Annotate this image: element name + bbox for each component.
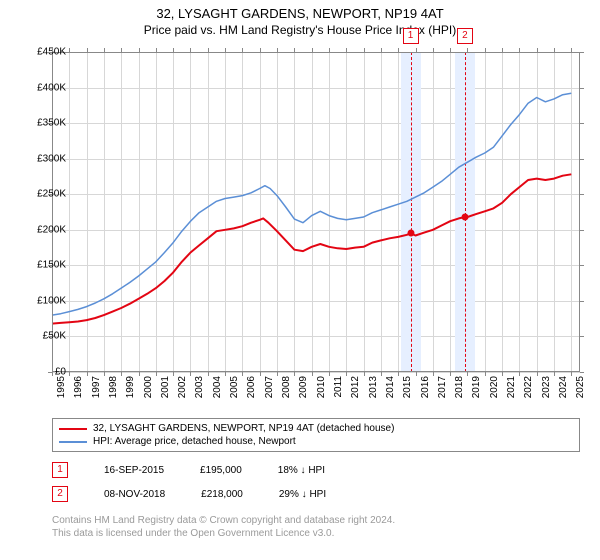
sale-marker-dot: [461, 213, 468, 220]
series-line: [52, 93, 571, 315]
x-axis-label: 2019: [471, 376, 482, 398]
x-axis-label: 2018: [454, 376, 465, 398]
x-axis-label: 2006: [246, 376, 257, 398]
x-axis-label: 2005: [229, 376, 240, 398]
x-axis-label: 2007: [264, 376, 275, 398]
x-axis-label: 2024: [558, 376, 569, 398]
events-table: 1 16-SEP-2015 £195,000 18% ↓ HPI 2 08-NOV-201…: [52, 462, 326, 510]
chart-title-block: 32, LYSAGHT GARDENS, NEWPORT, NP19 4AT P…: [0, 0, 600, 37]
event-price: £218,000: [201, 489, 243, 500]
legend-item: HPI: Average price, detached house, Newp…: [59, 435, 573, 448]
footer-line-2: This data is licensed under the Open Gov…: [52, 527, 395, 540]
x-axis-label: 2002: [177, 376, 188, 398]
x-axis-label: 2011: [333, 376, 344, 398]
x-axis-label: 2014: [385, 376, 396, 398]
x-axis-label: 2022: [523, 376, 534, 398]
event-number: 1: [52, 462, 68, 478]
x-axis-label: 2009: [298, 376, 309, 398]
x-axis-label: 2008: [281, 376, 292, 398]
x-axis-label: 2020: [489, 376, 500, 398]
event-row: 2 08-NOV-2018 £218,000 29% ↓ HPI: [52, 486, 326, 502]
event-delta: 18% ↓ HPI: [278, 465, 325, 476]
x-axis-label: 1997: [91, 376, 102, 398]
x-axis-label: 1999: [125, 376, 136, 398]
x-axis-label: 1998: [108, 376, 119, 398]
footer-line-1: Contains HM Land Registry data © Crown c…: [52, 514, 395, 527]
legend-swatch: [59, 441, 87, 443]
event-price: £195,000: [200, 465, 242, 476]
x-axis-label: 2017: [437, 376, 448, 398]
x-axis-label: 2000: [143, 376, 154, 398]
x-axis-label: 2012: [350, 376, 361, 398]
legend-swatch: [59, 428, 87, 430]
x-axis-label: 2001: [160, 376, 171, 398]
chart-plot-area: 12: [52, 52, 580, 372]
event-number-badge: 2: [457, 28, 473, 44]
x-axis-label: 2015: [402, 376, 413, 398]
y-axis-label: £50K: [43, 331, 66, 342]
event-row: 1 16-SEP-2015 £195,000 18% ↓ HPI: [52, 462, 326, 478]
event-delta: 29% ↓ HPI: [279, 489, 326, 500]
x-axis-label: 2013: [368, 376, 379, 398]
line-series: [52, 52, 580, 372]
x-axis-label: 2021: [506, 376, 517, 398]
legend-label: HPI: Average price, detached house, Newp…: [93, 436, 296, 447]
x-axis-label: 2025: [575, 376, 586, 398]
x-axis-label: 2010: [316, 376, 327, 398]
attribution-footer: Contains HM Land Registry data © Crown c…: [52, 514, 395, 540]
event-number: 2: [52, 486, 68, 502]
event-number-badge: 1: [403, 28, 419, 44]
legend-label: 32, LYSAGHT GARDENS, NEWPORT, NP19 4AT (…: [93, 423, 394, 434]
x-axis-label: 2016: [420, 376, 431, 398]
legend-item: 32, LYSAGHT GARDENS, NEWPORT, NP19 4AT (…: [59, 422, 573, 435]
x-axis-label: 1996: [73, 376, 84, 398]
event-date: 08-NOV-2018: [104, 489, 165, 500]
series-line: [52, 174, 571, 323]
gridline-horizontal: [52, 372, 580, 373]
event-date: 16-SEP-2015: [104, 465, 164, 476]
x-axis-label: 2003: [194, 376, 205, 398]
legend: 32, LYSAGHT GARDENS, NEWPORT, NP19 4AT (…: [52, 418, 580, 452]
chart-title: 32, LYSAGHT GARDENS, NEWPORT, NP19 4AT: [0, 6, 600, 21]
chart-subtitle: Price paid vs. HM Land Registry's House …: [0, 23, 600, 37]
sale-marker-dot: [407, 230, 414, 237]
x-axis-label: 1995: [56, 376, 67, 398]
x-axis-label: 2023: [541, 376, 552, 398]
x-axis-label: 2004: [212, 376, 223, 398]
